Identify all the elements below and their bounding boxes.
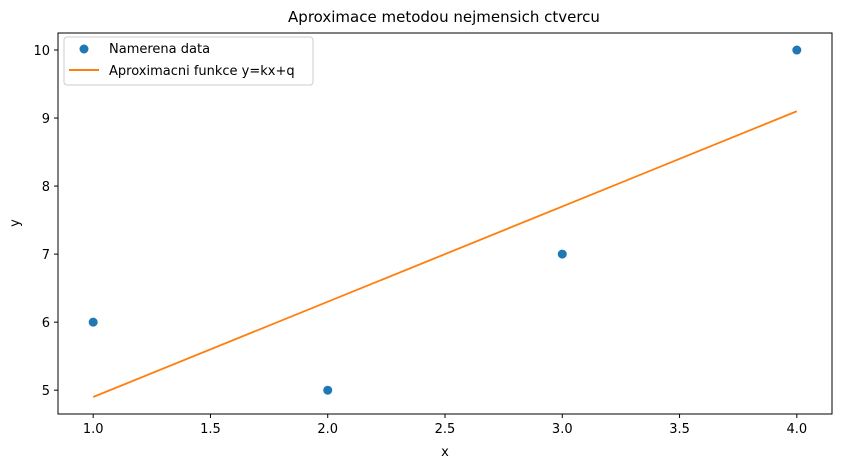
legend-box [63,36,314,86]
data-point [88,317,98,327]
x-tick-label: 4.0 [786,422,807,437]
x-tick-label: 3.5 [669,422,690,437]
y-tick-label: 7 [42,248,50,263]
x-tick-label: 1.0 [83,422,104,437]
x-axis: 1.0 1.5 2.0 2.5 3.0 3.5 4.0 [83,414,807,437]
legend-marker-scatter [79,44,89,54]
chart-title: Aproximace metodou nejmensich ctvercu [288,8,600,26]
x-tick-label: 2.5 [435,422,456,437]
y-tick-label: 8 [42,180,50,195]
y-tick-label: 5 [42,384,50,399]
x-tick-label: 2.0 [317,422,338,437]
y-axis: 5 6 7 8 9 10 [33,44,58,399]
y-tick-label: 10 [33,44,50,59]
series-layer [88,45,802,398]
data-point [323,385,333,395]
data-point [792,45,802,55]
legend: Namerena data Aproximacni funkce y=kx+q [63,36,314,86]
x-axis-label: x [441,445,449,460]
data-point [557,249,567,259]
legend-label-scatter: Namerena data [109,42,210,57]
y-tick-label: 9 [42,112,50,127]
y-axis-label: y [8,219,23,227]
series-line-1 [92,110,798,398]
x-tick-label: 3.0 [552,422,573,437]
y-tick-label: 6 [42,316,50,331]
x-tick-label: 1.5 [200,422,221,437]
legend-label-line: Aproximacni funkce y=kx+q [109,64,295,79]
